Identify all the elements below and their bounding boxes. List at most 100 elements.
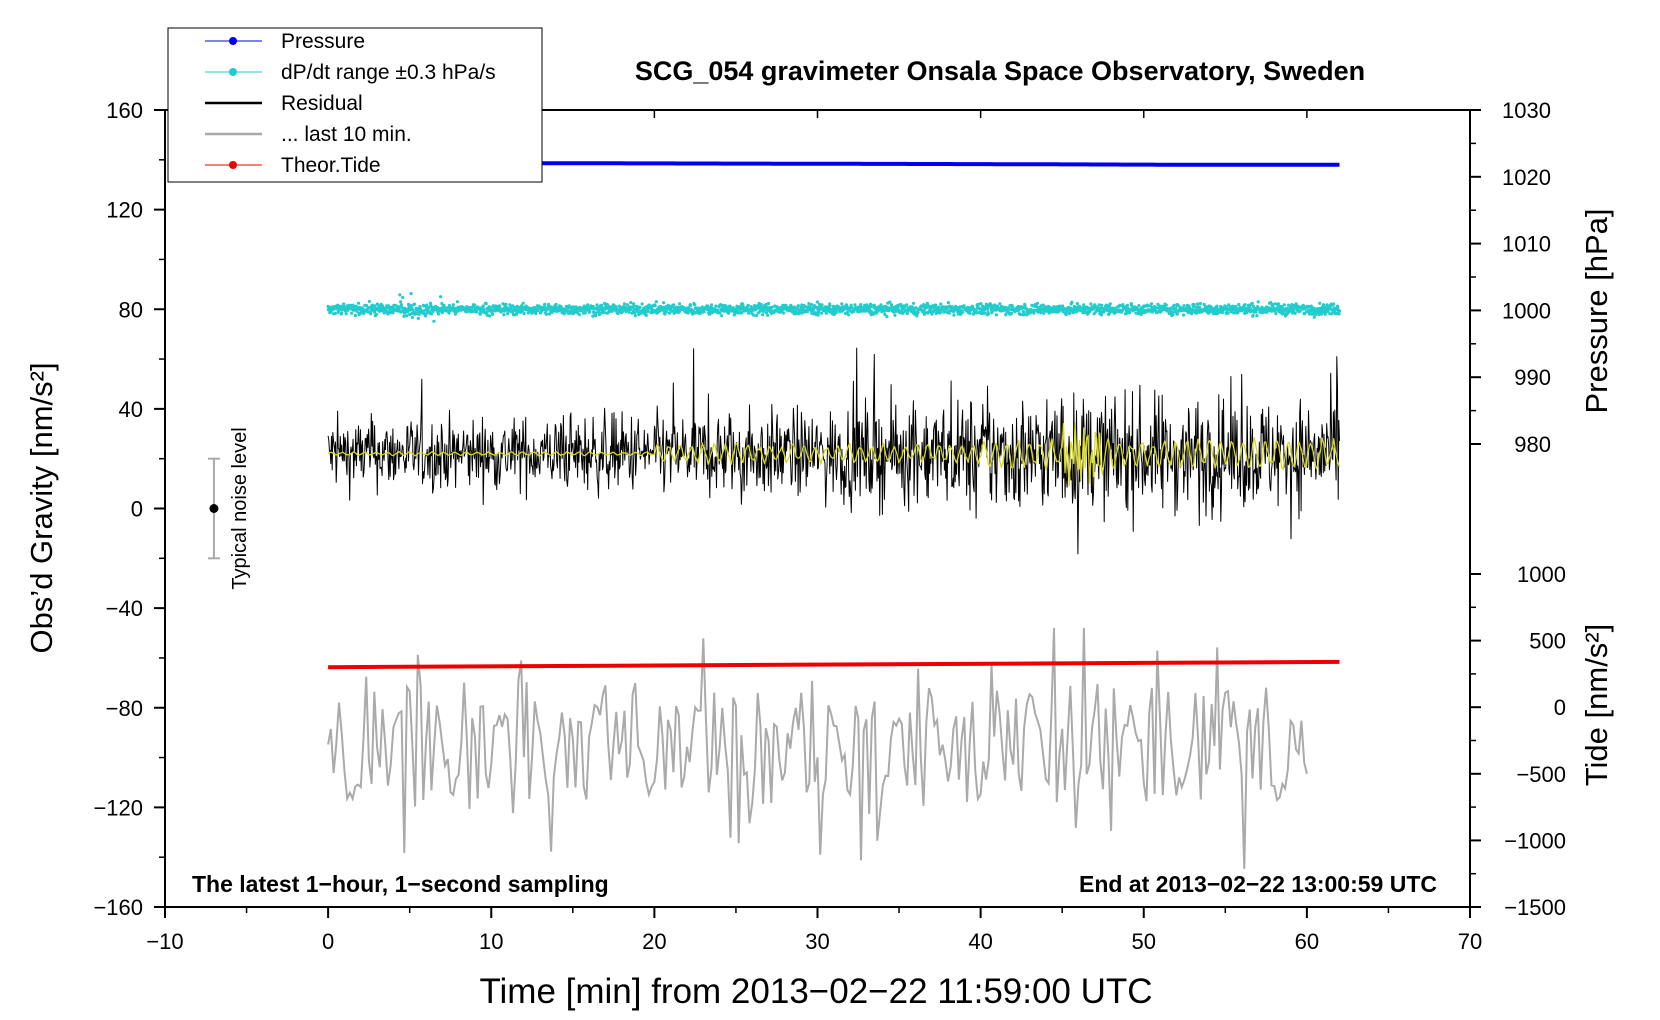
dpdt-point (1312, 315, 1316, 319)
legend-marker (229, 161, 237, 169)
dpdt-point (336, 310, 340, 314)
dpdt-point (905, 303, 909, 307)
dpdt-point (1269, 300, 1273, 305)
dpdt-point (901, 311, 905, 315)
dpdt-point (416, 316, 420, 320)
dpdt-point (1254, 310, 1258, 314)
pressure-tick-label: 1020 (1502, 165, 1551, 190)
dpdt-point (372, 310, 377, 314)
dpdt-point (591, 314, 595, 318)
dpdt-point (1282, 303, 1286, 307)
dpdt-point (937, 305, 941, 309)
dpdt-point (424, 313, 428, 317)
dpdt-point (809, 303, 814, 307)
dpdt-point (409, 304, 413, 308)
dpdt-point (1108, 302, 1112, 306)
dpdt-point (820, 311, 824, 315)
dpdt-point (732, 313, 737, 317)
dpdt-point (602, 310, 606, 314)
data-layer: Typical noise level (207, 160, 1342, 869)
dpdt-point (807, 302, 811, 306)
dpdt-point (653, 304, 657, 308)
dpdt-point (340, 311, 344, 315)
dpdt-point (633, 314, 637, 318)
dpdt-point (816, 313, 820, 317)
y-tick-label: 0 (131, 497, 143, 522)
dpdt-point (968, 311, 972, 315)
dpdt-point (375, 312, 379, 316)
dpdt-point (406, 309, 410, 313)
dpdt-point (1032, 311, 1036, 315)
dpdt-point (1336, 305, 1340, 309)
dpdt-point (1089, 302, 1093, 306)
dpdt-point (409, 292, 413, 296)
dpdt-point (410, 315, 414, 319)
tide-tick-label: −500 (1516, 762, 1566, 787)
dpdt-point (970, 304, 975, 308)
pressure-tick-label: 990 (1514, 365, 1551, 390)
dpdt-point (664, 310, 669, 314)
dpdt-point (473, 303, 477, 307)
dpdt-point (1276, 302, 1280, 306)
dpdt-point (740, 311, 744, 315)
dpdt-point (547, 312, 552, 316)
dpdt-point (474, 310, 479, 314)
dpdt-point (1039, 311, 1043, 315)
dpdt-point (1006, 306, 1010, 310)
dpdt-point (648, 304, 652, 308)
dpdt-point (364, 303, 369, 308)
dpdt-point (1195, 302, 1200, 306)
dpdt-point (1218, 310, 1222, 314)
dpdt-point (502, 313, 506, 317)
dpdt-point (983, 311, 987, 315)
dpdt-point (1174, 306, 1178, 310)
legend-label: Residual (281, 92, 363, 115)
dpdt-point (946, 301, 951, 305)
dpdt-point (1121, 303, 1125, 307)
y-axis-label-pressure: Pressure [hPa] (1579, 208, 1614, 413)
dpdt-point (834, 310, 838, 314)
dpdt-point (853, 303, 857, 307)
dpdt-point (720, 314, 724, 318)
y-tick-label: −120 (93, 795, 143, 820)
dpdt-point (514, 312, 519, 316)
noise-bar-label: Typical noise level (229, 427, 251, 589)
dpdt-point (344, 312, 348, 316)
dpdt-point (820, 303, 824, 307)
dpdt-point (1271, 302, 1275, 307)
dpdt-point (600, 303, 604, 307)
dpdt-point (1023, 304, 1027, 308)
x-tick-label: 0 (322, 929, 334, 954)
series-tide (328, 659, 1340, 670)
dpdt-point (356, 301, 361, 305)
dpdt-point (872, 311, 876, 315)
dpdt-point (622, 302, 627, 306)
dpdt-point (646, 309, 650, 313)
dpdt-point (417, 312, 421, 316)
dpdt-point (1022, 312, 1026, 317)
dpdt-point (766, 313, 770, 317)
dpdt-point (362, 311, 366, 315)
dpdt-point (1250, 301, 1254, 305)
dpdt-point (1235, 307, 1239, 311)
dpdt-point (536, 308, 540, 313)
dpdt-point (710, 303, 714, 307)
dpdt-point (782, 311, 786, 315)
dpdt-point (1192, 303, 1196, 307)
dpdt-point (1301, 303, 1305, 307)
legend-marker (229, 37, 237, 45)
dpdt-point (1190, 312, 1194, 316)
dpdt-point (1168, 306, 1172, 311)
dpdt-point (342, 302, 346, 306)
dpdt-point (1243, 303, 1247, 307)
dpdt-point (350, 311, 354, 315)
dpdt-point (451, 303, 455, 307)
dpdt-point (891, 305, 895, 309)
dpdt-point (930, 312, 934, 316)
dpdt-point (1171, 312, 1175, 317)
dpdt-point (893, 313, 897, 317)
y-tick-label: 120 (106, 198, 143, 223)
legend-marker (229, 68, 237, 76)
dpdt-point (1215, 304, 1219, 308)
dpdt-point (418, 304, 422, 309)
